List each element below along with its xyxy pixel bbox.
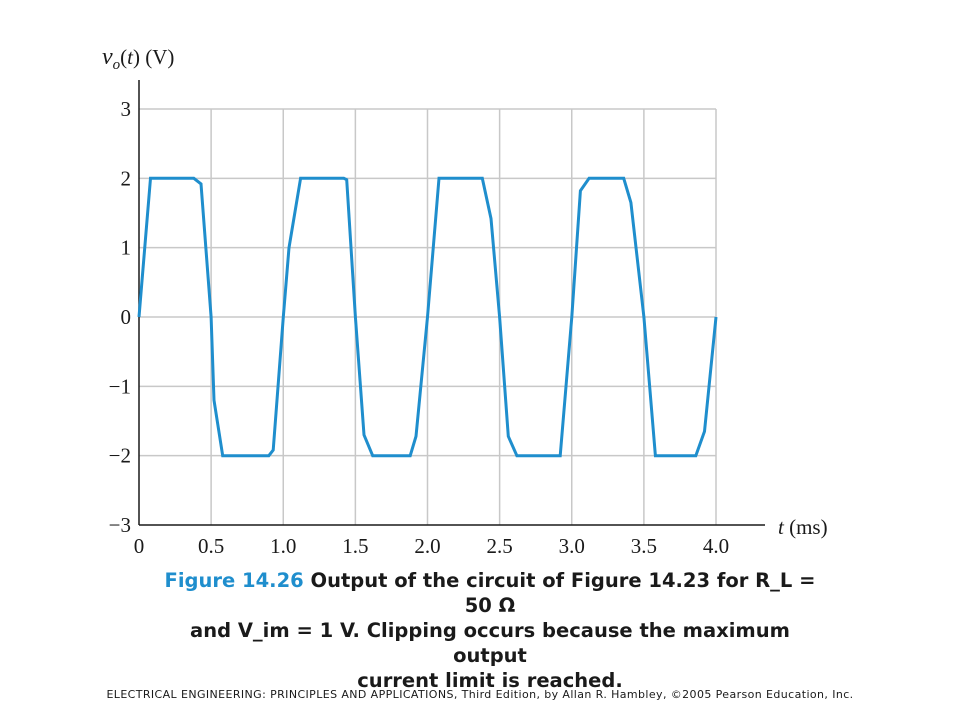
x-tick-label: 3.0 <box>559 534 585 558</box>
y-tick-label: 3 <box>121 97 132 121</box>
y-tick-label: −2 <box>109 444 131 468</box>
figure-caption: Figure 14.26 Output of the circuit of Fi… <box>150 568 830 693</box>
x-tick-label: 0 <box>134 534 145 558</box>
caption-line-1: Output of the circuit of Figure 14.23 fo… <box>310 569 816 617</box>
axes <box>138 80 765 526</box>
y-axis-title: vo(t) (V) <box>102 44 174 73</box>
series <box>137 176 718 458</box>
y-tick-label: 2 <box>121 166 132 190</box>
caption-line-2: and V_im = 1 V. Clipping occurs because … <box>190 619 790 667</box>
x-tick-label: 1.5 <box>342 534 368 558</box>
caption-line-3: current limit is reached. <box>357 669 623 692</box>
y-tick-label: 0 <box>121 305 132 329</box>
x-tick-label: 4.0 <box>703 534 729 558</box>
x-axis-title: t (ms) <box>778 515 828 539</box>
x-tick-label: 2.0 <box>414 534 440 558</box>
y-tick-label: −1 <box>109 374 131 398</box>
series-line-0 <box>137 176 718 458</box>
y-tick-label: 1 <box>121 236 132 260</box>
tick-labels: 0 0.5 1.0 1.5 2.0 2.5 3.0 3.5 4.0 3 2 1 0 −1 −2 −3 <box>109 97 729 558</box>
y-tick-label: −3 <box>109 513 131 537</box>
x-tick-label: 2.5 <box>487 534 513 558</box>
x-tick-label: 0.5 <box>198 534 224 558</box>
x-tick-label: 1.0 <box>270 534 296 558</box>
x-tick-label: 3.5 <box>631 534 657 558</box>
caption-label: Figure 14.26 <box>164 569 304 592</box>
footer-credit: ELECTRICAL ENGINEERING: PRINCIPLES AND A… <box>106 688 854 701</box>
